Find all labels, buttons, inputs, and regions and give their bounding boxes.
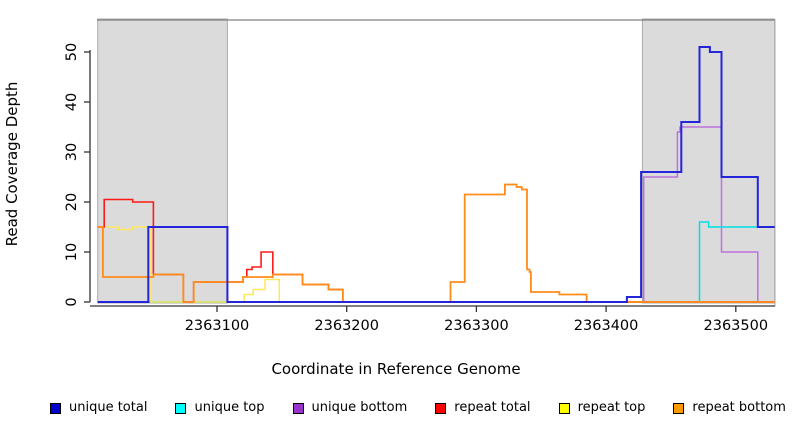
legend-label: repeat bottom [692, 400, 786, 415]
legend-swatch-repeat-bottom [673, 402, 685, 414]
shaded-region-0 [97, 18, 228, 304]
legend-item-unique-total: unique total [50, 401, 147, 415]
x-axis-tick-label-1: 2363200 [314, 318, 379, 334]
legend-label: unique total [69, 400, 148, 415]
y-axis-tick-label-0: 0 [64, 297, 80, 306]
legend-item-repeat-bottom: repeat bottom [673, 401, 786, 415]
x-axis-tick-label-2: 2363300 [444, 318, 509, 334]
chart-legend: unique total unique top unique bottom repea… [50, 399, 786, 417]
series-line-unique-total [97, 46, 775, 303]
y-axis-tick-label-5: 50 [64, 43, 80, 61]
y-axis-tick-label-2: 20 [64, 193, 80, 211]
x-axis-tick-label-0: 2363100 [185, 318, 250, 334]
legend-label: repeat total [454, 400, 531, 415]
y-axis-tick-label-3: 30 [64, 143, 80, 161]
legend-swatch-unique-top [175, 402, 187, 414]
series-line-repeat-top [97, 226, 775, 303]
legend-item-repeat-total: repeat total [435, 400, 531, 415]
legend-label: unique top [194, 400, 265, 415]
coverage-chart-canvas: 2363100 2363200 2363300 2363400 2363500 0 10 20… [64, 18, 776, 334]
legend-item-unique-top: unique top [175, 400, 265, 415]
y-axis-title: Read Coverage Depth [3, 81, 21, 247]
legend-label: unique bottom [311, 400, 408, 415]
legend-swatch-repeat-total [435, 402, 447, 414]
legend-swatch-unique-bottom [292, 402, 304, 414]
x-axis-tick-label-4: 2363500 [704, 318, 769, 334]
legend-label: repeat top [577, 400, 646, 415]
legend-swatch-unique-total [50, 402, 61, 414]
y-axis-tick-label-1: 10 [64, 243, 80, 261]
shaded-region-1 [641, 18, 776, 304]
series-line-repeat-bottom [97, 183, 775, 303]
y-axis-tick-label-4: 40 [64, 93, 80, 111]
legend-item-repeat-top: repeat top [558, 400, 646, 415]
x-axis-tick-label-3: 2363400 [574, 318, 639, 334]
legend-item-unique-bottom: unique bottom [292, 400, 408, 415]
legend-swatch-repeat-top [558, 402, 570, 414]
x-axis-title: Coordinate in Reference Genome [271, 360, 521, 378]
